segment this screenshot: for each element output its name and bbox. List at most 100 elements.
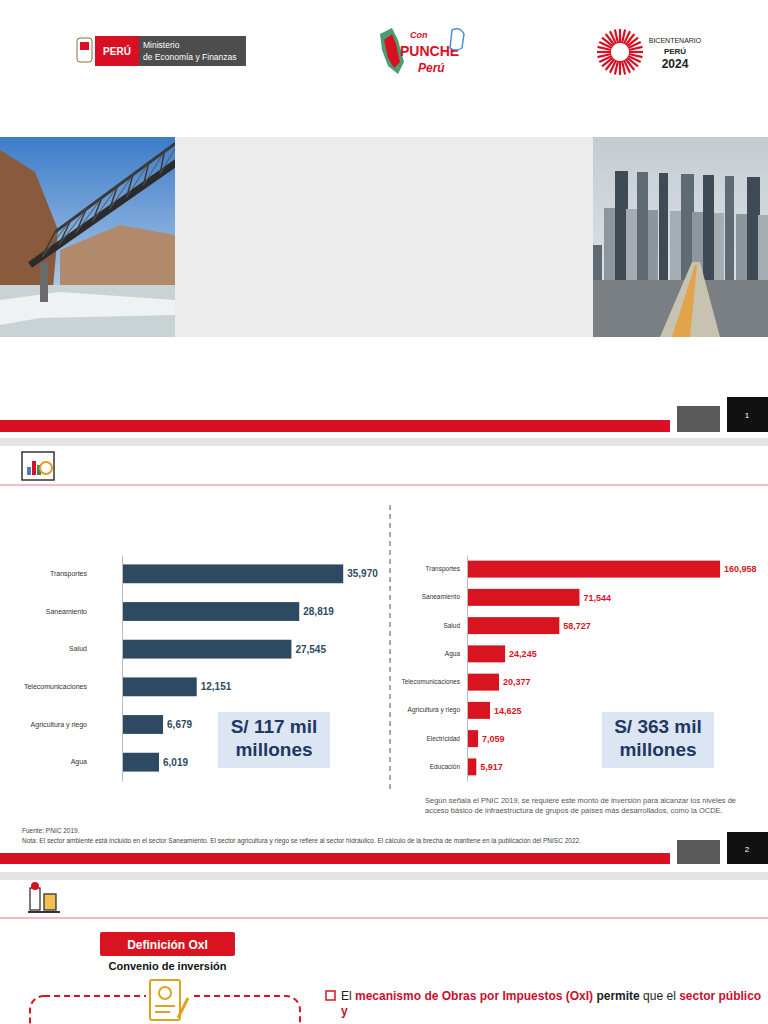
slide-number: 1: [745, 411, 750, 420]
slide-number: 2: [745, 845, 750, 854]
tick-label: Salud: [69, 645, 87, 652]
data-label: 6,679: [167, 719, 192, 730]
tick: Agricultura y riego: [31, 721, 88, 729]
data-label: 58,727: [563, 621, 591, 631]
data-label: 28,819: [303, 606, 334, 617]
bar: [467, 589, 579, 606]
shield-icon: [77, 38, 92, 62]
slide-gap: [0, 438, 768, 446]
slide-gap: [0, 872, 768, 880]
bar: [467, 758, 476, 775]
category-axis: Transportes Saneamiento Salud Agua Telecomun…: [401, 556, 467, 782]
logo-text: Perú: [418, 61, 445, 75]
logo-text: BICENTENARIO: [649, 37, 702, 44]
doc-pen: [178, 998, 188, 1018]
emblem-ray: [597, 51, 611, 53]
campaign-logo: ConPUNCHEPerú: [380, 28, 464, 75]
ministry-name: de Economía y Finanzas: [143, 52, 237, 62]
bullet-box: [326, 991, 335, 1000]
data-label: 12,151: [201, 681, 232, 692]
total-box-bg: [602, 712, 714, 768]
bridge-truss: [160, 140, 175, 174]
tick: Agua: [445, 650, 461, 658]
chart-note: Según señala el PNIC 2019, se requiere e…: [425, 796, 736, 815]
bridge-truss: [110, 186, 118, 210]
header-rule: [0, 485, 768, 486]
doc-bg: [146, 978, 190, 1024]
logo-text: PERÚ: [664, 47, 686, 56]
header-rule: [0, 918, 768, 919]
emblem-ray: [629, 51, 643, 53]
bar: [122, 640, 291, 659]
bar: [122, 753, 159, 772]
bicentennial-logo: BICENTENARIO PERÚ2024: [597, 29, 702, 75]
data-label: 71,544: [583, 593, 611, 603]
bar: [467, 617, 559, 634]
emblem-ray: [598, 54, 612, 57]
logo-text: 2024: [662, 57, 689, 71]
text-line: S/ 363 mil: [614, 716, 702, 737]
bar: [467, 674, 499, 691]
text-run: El: [341, 989, 355, 1003]
text-run: sector público: [679, 989, 761, 1003]
bridge-truss: [143, 163, 149, 186]
axis-line: [122, 556, 123, 782]
data-label: 14,625: [494, 706, 522, 716]
tick-label: Telecomunicaciones: [401, 678, 460, 685]
data-label: 7,059: [482, 734, 505, 744]
icon-lens: [40, 462, 52, 474]
bridge-truss: [76, 197, 103, 233]
data-label: 5,917: [480, 762, 503, 772]
section-icon: [22, 452, 54, 480]
tick-label: Saneamiento: [422, 593, 461, 600]
tick-label: Transportes: [50, 570, 88, 578]
logo-text: Con: [410, 30, 428, 40]
pillar: [40, 262, 48, 302]
fist-icon: [450, 29, 464, 50]
total-box-bg: [218, 712, 330, 768]
data-label: 160,958: [724, 564, 757, 574]
emblem-ray: [619, 61, 621, 75]
background: [0, 0, 768, 1024]
paragraph: y: [341, 1004, 348, 1018]
tick-label: Agua: [71, 758, 87, 766]
total-label: S/ 117 milmillones: [231, 716, 318, 760]
emblem-ray: [629, 47, 643, 50]
tick-label: Agricultura y riego: [31, 721, 88, 729]
tick-label: Educación: [430, 763, 461, 770]
bridge-truss: [143, 151, 165, 186]
bridge-truss: [59, 221, 71, 246]
bridge-truss: [126, 175, 133, 198]
category-axis: TransportesSaneamientoSaludTelecomunicac…: [24, 556, 123, 782]
bar: [122, 602, 299, 621]
page: PERÚMinisteriode Economía y FinanzasConP…: [0, 0, 768, 1024]
footer-box: [677, 840, 720, 864]
badge-text: PERÚ: [103, 45, 131, 57]
bar: [467, 702, 490, 719]
number-box: [727, 832, 768, 864]
data-label: 27,545: [295, 644, 326, 655]
bridge-top: [55, 140, 175, 232]
data-label: 6,019: [163, 757, 188, 768]
icon-bar: [27, 467, 31, 475]
bridge-truss: [126, 163, 149, 198]
river-foam: [0, 292, 175, 325]
badge-text: Definición OxI: [127, 938, 208, 952]
tick-label: Agua: [445, 650, 461, 658]
tick: Electricidad: [426, 735, 460, 742]
tick: Telecomunicaciones: [401, 678, 460, 685]
text-run: y: [341, 1004, 348, 1018]
data-labels: 160,95871,54458,72724,24520,37714,6257,0…: [480, 564, 756, 772]
badge-box: [95, 36, 139, 66]
tick: Salud: [69, 645, 87, 652]
tick: Transportes: [426, 565, 461, 573]
header: PERÚMinisteriode Economía y FinanzasConP…: [77, 28, 702, 75]
tick: Salud: [443, 622, 460, 629]
bridge-truss: [42, 220, 71, 257]
bar: [467, 561, 720, 578]
tick-label: Salud: [443, 622, 460, 629]
text-line: millones: [619, 739, 696, 760]
doc-line: [155, 1011, 170, 1013]
icon-building: [44, 894, 56, 910]
section-icon: [28, 882, 60, 912]
